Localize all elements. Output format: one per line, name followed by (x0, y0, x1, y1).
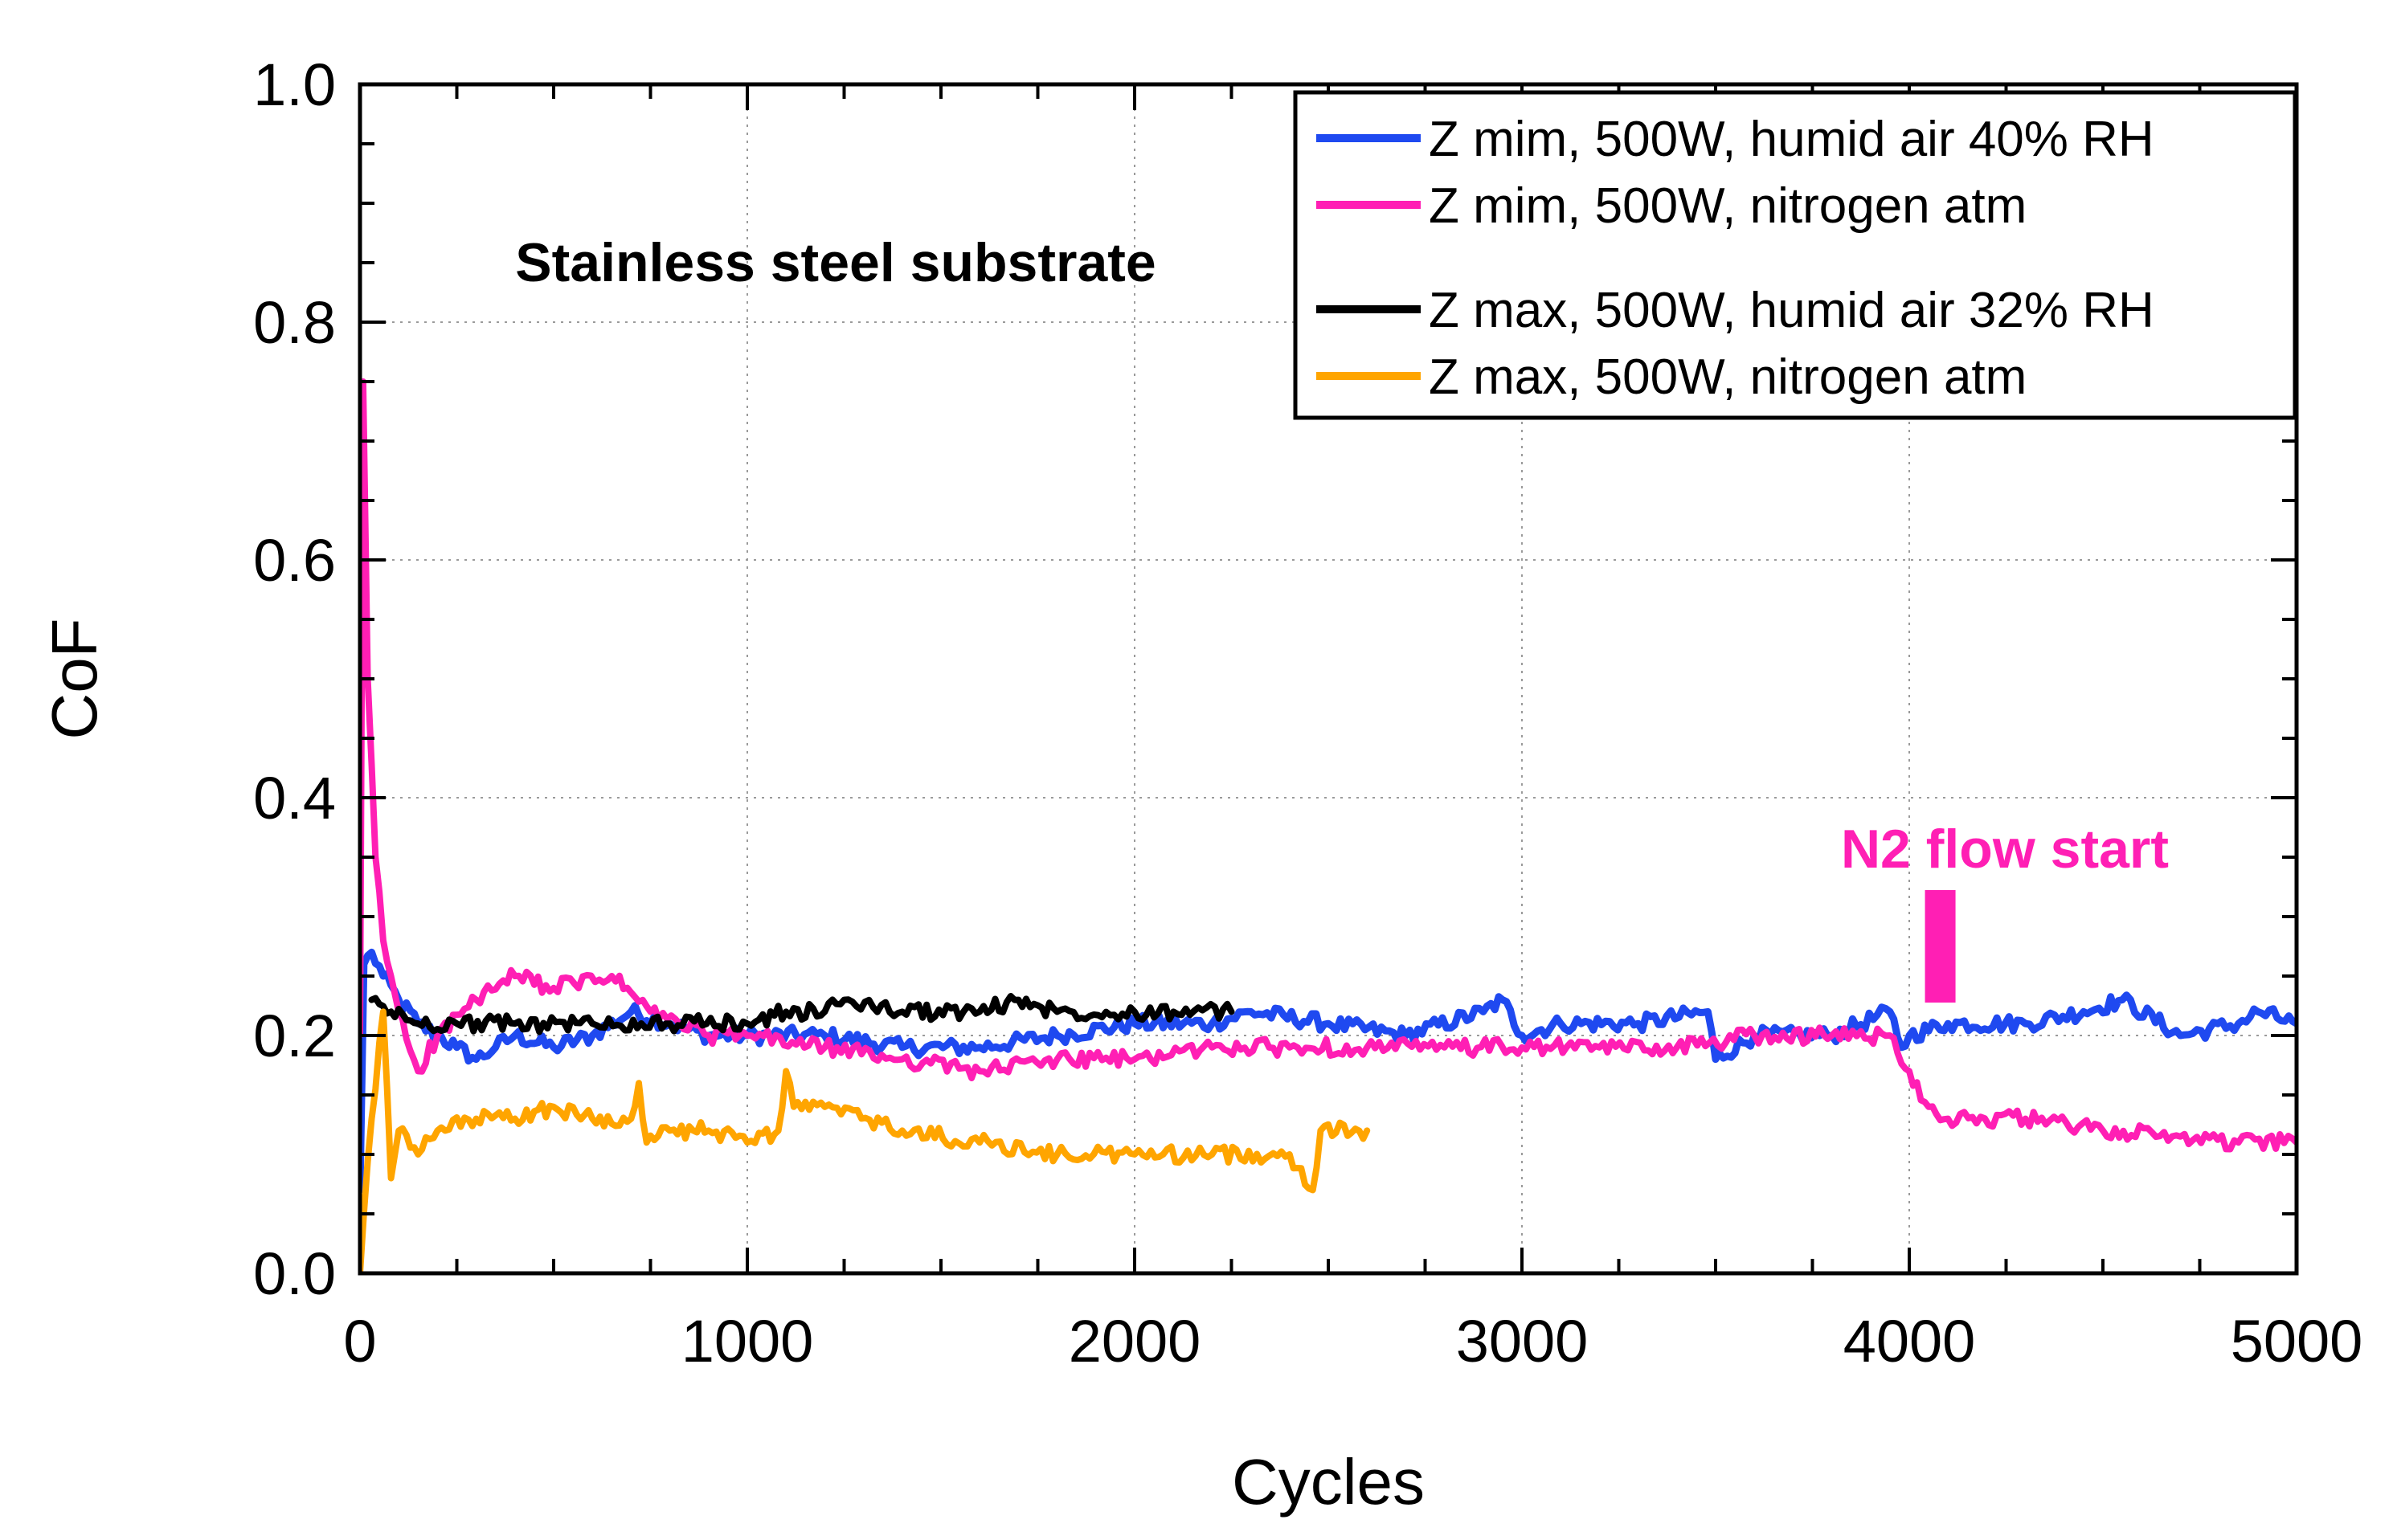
grid-lines (360, 84, 2297, 1273)
legend-label-2: Z max, 500W, humid air 32% RH (1429, 283, 2154, 338)
y-tick-label-5: 1.0 (253, 51, 336, 118)
x-tick-label-1: 1000 (681, 1308, 814, 1375)
y-axis-ticks: 0.0 0.2 0.4 0.6 0.8 1.0 (253, 51, 2297, 1307)
y-tick-label-0: 0.0 (253, 1240, 336, 1307)
n2-flow-marker (1925, 890, 1956, 1003)
legend-label-1: Z mim, 500W, nitrogen atm (1429, 178, 2027, 234)
substrate-annotation: Stainless steel substrate (515, 232, 1156, 293)
series-line-3 (360, 1008, 1371, 1273)
legend-box (1293, 90, 2297, 420)
y-tick-label-4: 0.8 (253, 289, 336, 356)
y-tick-label-3: 0.6 (253, 527, 336, 594)
series-line-2 (368, 993, 1235, 1036)
x-axis-ticks: 0 1000 2000 3000 4000 5000 (343, 84, 2362, 1375)
x-tick-label-3: 3000 (1456, 1308, 1589, 1375)
legend-label-0: Z mim, 500W, humid air 40% RH (1429, 112, 2154, 167)
x-tick-label-4: 4000 (1843, 1308, 1976, 1375)
legend-label-3: Z max, 500W, nitrogen atm (1429, 349, 2027, 405)
x-tick-label-5: 5000 (2231, 1308, 2363, 1375)
n2-flow-label: N2 flow start (1841, 819, 2169, 880)
y-tick-label-1: 0.2 (253, 1003, 336, 1069)
legend: Z mim, 500W, humid air 40% RH Z mim, 500W… (1293, 90, 2297, 420)
n2-flow-annotation: N2 flow start (1841, 819, 2169, 1003)
y-tick-label-2: 0.4 (253, 765, 336, 831)
series-lines (360, 378, 2297, 1273)
x-tick-label-0: 0 (343, 1308, 376, 1375)
series-line-1 (360, 378, 2297, 1153)
x-axis-title: Cycles (1232, 1446, 1425, 1518)
x-tick-label-2: 2000 (1069, 1308, 1201, 1375)
y-axis-title: CoF (39, 618, 110, 739)
